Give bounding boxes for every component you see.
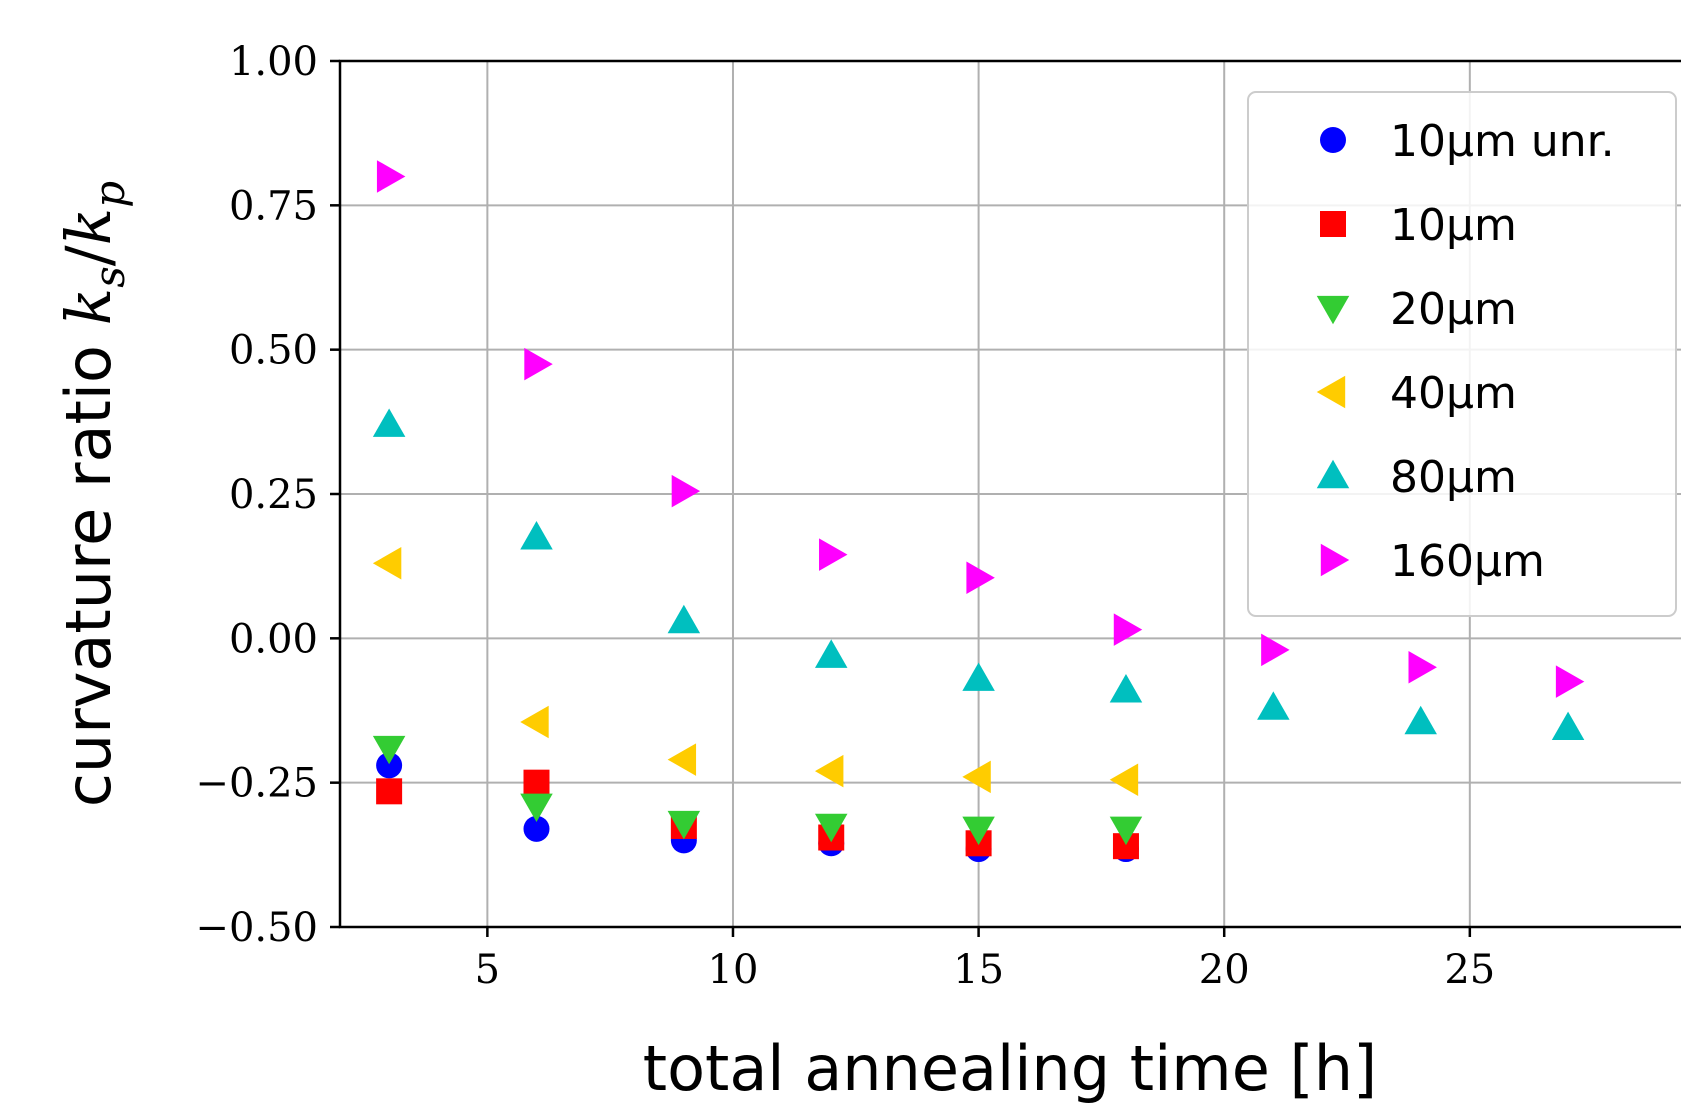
data-point	[1109, 674, 1143, 703]
plot-frame	[338, 59, 1681, 929]
y-axis-label: curvature ratio ks/kp	[52, 181, 134, 807]
data-point	[671, 474, 701, 508]
legend-label: 20μm	[1390, 284, 1517, 335]
y-tick-label: 0.25	[229, 472, 318, 518]
y-tick-label: 0.50	[229, 328, 318, 374]
x-tick-label: 5	[475, 947, 500, 993]
legend-label: 10μm	[1390, 200, 1517, 251]
data-point	[1261, 633, 1290, 667]
data-point	[966, 561, 995, 594]
legend-item: 10μm	[1320, 200, 1517, 251]
legend-item: 160μm	[1320, 536, 1545, 587]
x-tick-label: 20	[1199, 947, 1250, 993]
data-point	[814, 639, 848, 668]
y-tick-label: 0.00	[229, 616, 318, 662]
x-axis-label: total annealing time [h]	[643, 1032, 1377, 1105]
legend-marker	[1316, 375, 1346, 409]
data-point	[667, 604, 701, 634]
data-point	[523, 769, 550, 796]
data-point	[1257, 691, 1290, 720]
legend-item: 40μm	[1316, 368, 1517, 419]
data-point	[819, 538, 848, 571]
data-point	[524, 347, 553, 381]
legend-item: 20μm	[1316, 284, 1517, 335]
data-point	[523, 815, 550, 842]
series-4	[372, 408, 1585, 741]
data-point	[814, 813, 848, 843]
legend-item: 10μm unr.	[1320, 116, 1615, 167]
legend-box	[1247, 91, 1677, 617]
legend-marker	[1316, 295, 1350, 325]
x-tick-label: 15	[953, 947, 1004, 993]
y-tick-label: −0.25	[195, 761, 318, 807]
axis-ticks: 51015202530−0.50−0.250.000.250.500.751.0…	[195, 39, 1495, 993]
legend-label: 80μm	[1390, 452, 1517, 503]
data-point	[520, 705, 549, 739]
legend-label: 40μm	[1390, 368, 1517, 419]
series-5	[376, 160, 1585, 698]
legend-item: 80μm	[1316, 452, 1517, 503]
y-tick-label: −0.50	[195, 905, 318, 951]
data-point	[1408, 650, 1437, 684]
data-point	[376, 752, 403, 779]
data-point	[372, 408, 406, 437]
legend-label: 10μm unr.	[1390, 116, 1615, 167]
data-point	[1109, 816, 1143, 846]
y-tick-label: 1.00	[229, 39, 318, 85]
data-point	[372, 547, 402, 580]
y-tick-label: 0.75	[229, 183, 318, 229]
data-point	[376, 778, 403, 805]
data-point	[1113, 613, 1143, 646]
data-point	[962, 816, 995, 846]
x-tick-label: 10	[708, 947, 759, 993]
data-point	[962, 760, 991, 794]
legend-marker	[1316, 459, 1350, 489]
data-points	[372, 160, 1585, 863]
data-point	[814, 754, 844, 788]
legend-label: 160μm	[1390, 536, 1545, 587]
data-point	[520, 521, 553, 550]
data-point	[1551, 711, 1585, 741]
data-point	[372, 735, 406, 765]
data-point	[376, 160, 406, 193]
data-point	[667, 743, 697, 776]
svg-text:curvature ratio ks/kp: curvature ratio ks/kp	[52, 181, 134, 807]
legend-marker	[1320, 211, 1346, 237]
data-point	[667, 810, 701, 840]
data-point	[1404, 705, 1437, 735]
y-axis-label-text: curvature ratio	[52, 325, 125, 807]
legend: 10μm unr. 10μm 20μm 40μm 80μm 160μm	[1247, 91, 1677, 617]
data-point	[962, 662, 995, 691]
legend-marker	[1320, 127, 1346, 153]
legend-marker	[1320, 543, 1350, 577]
series-2	[372, 735, 1143, 846]
data-point	[1555, 665, 1585, 698]
data-point	[520, 793, 553, 823]
series-3	[372, 547, 1139, 797]
series-0	[376, 752, 1139, 863]
x-tick-label: 25	[1444, 947, 1495, 993]
data-point	[1109, 763, 1139, 797]
